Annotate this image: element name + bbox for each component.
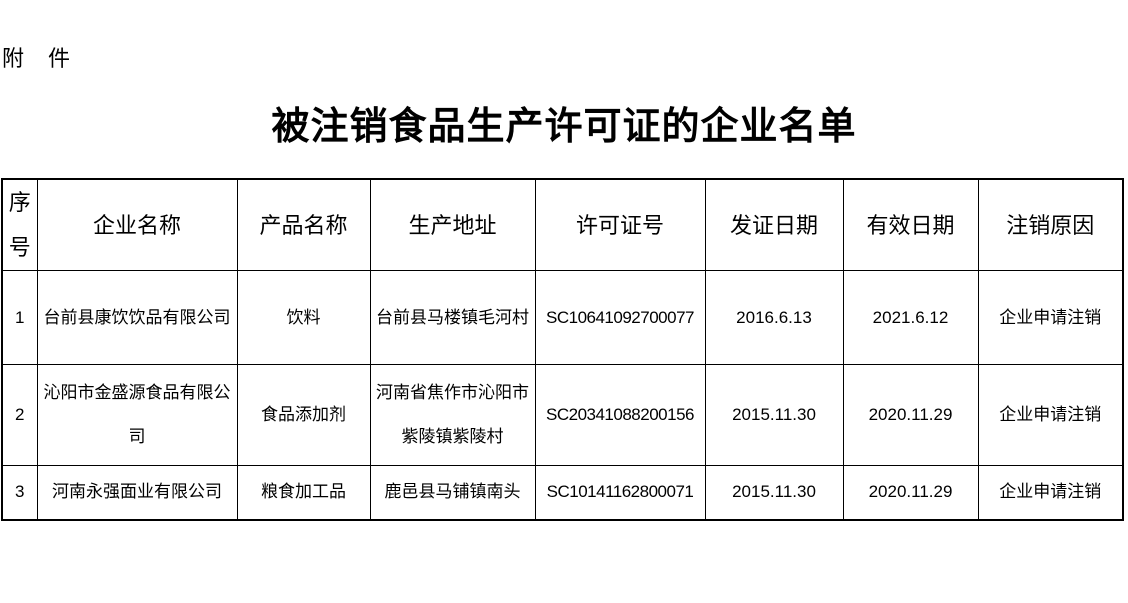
cell-product-name: 食品添加剂: [236, 364, 371, 466]
header-license-number: 许可证号: [534, 178, 706, 271]
cell-valid-date: 2020.11.29: [842, 364, 979, 466]
cell-production-address: 鹿邑县马铺镇南头: [369, 465, 536, 520]
cell-serial-number: 1: [1, 270, 38, 365]
cell-issue-date: 2015.11.30: [704, 364, 844, 466]
header-cancellation-reason: 注销原因: [977, 178, 1124, 271]
table-header-row: 序号 企业名称 产品名称 生产地址 许可证号 发证日期 有效日期 注销原因: [1, 178, 1124, 271]
cell-license-number: SC10141162800071: [534, 465, 706, 520]
cell-cancellation-reason: 企业申请注销: [977, 270, 1124, 365]
cell-company-name: 沁阳市金盛源食品有限公司: [36, 364, 238, 466]
cell-serial-number: 3: [1, 465, 38, 520]
header-valid-date: 有效日期: [842, 178, 979, 271]
cell-product-name: 饮料: [236, 270, 371, 365]
header-production-address: 生产地址: [369, 178, 536, 271]
cell-license-number: SC10641092700077: [534, 270, 706, 365]
cell-company-name: 台前县康饮饮品有限公司: [36, 270, 238, 365]
cancelled-license-table: 序号 企业名称 产品名称 生产地址 许可证号 发证日期 有效日期 注销原因 1 …: [1, 178, 1124, 521]
cell-company-name: 河南永强面业有限公司: [36, 465, 238, 520]
table-row-3: 3 河南永强面业有限公司 粮食加工品 鹿邑县马铺镇南头 SC1014116280…: [1, 465, 1124, 520]
cell-cancellation-reason: 企业申请注销: [977, 364, 1124, 466]
cell-production-address: 台前县马楼镇毛河村: [369, 270, 536, 365]
cell-license-number: SC20341088200156: [534, 364, 706, 466]
page-title: 被注销食品生产许可证的企业名单: [271, 106, 857, 148]
cell-serial-number: 2: [1, 364, 38, 466]
table-row-1: 1 台前县康饮饮品有限公司 饮料 台前县马楼镇毛河村 SC10641092700…: [1, 270, 1124, 365]
cell-valid-date: 2021.6.12: [842, 270, 979, 365]
cell-issue-date: 2016.6.13: [704, 270, 844, 365]
header-company-name: 企业名称: [36, 178, 238, 271]
table-row-2: 2 沁阳市金盛源食品有限公司 食品添加剂 河南省焦作市沁阳市紫陵镇紫陵村 SC2…: [1, 364, 1124, 466]
attachment-label: 附 件: [2, 46, 72, 71]
cell-issue-date: 2015.11.30: [704, 465, 844, 520]
cell-valid-date: 2020.11.29: [842, 465, 979, 520]
cell-production-address: 河南省焦作市沁阳市紫陵镇紫陵村: [369, 364, 536, 466]
cell-product-name: 粮食加工品: [236, 465, 371, 520]
cell-cancellation-reason: 企业申请注销: [977, 465, 1124, 520]
header-product-name: 产品名称: [236, 178, 371, 271]
header-serial-number: 序号: [1, 178, 38, 271]
header-issue-date: 发证日期: [704, 178, 844, 271]
